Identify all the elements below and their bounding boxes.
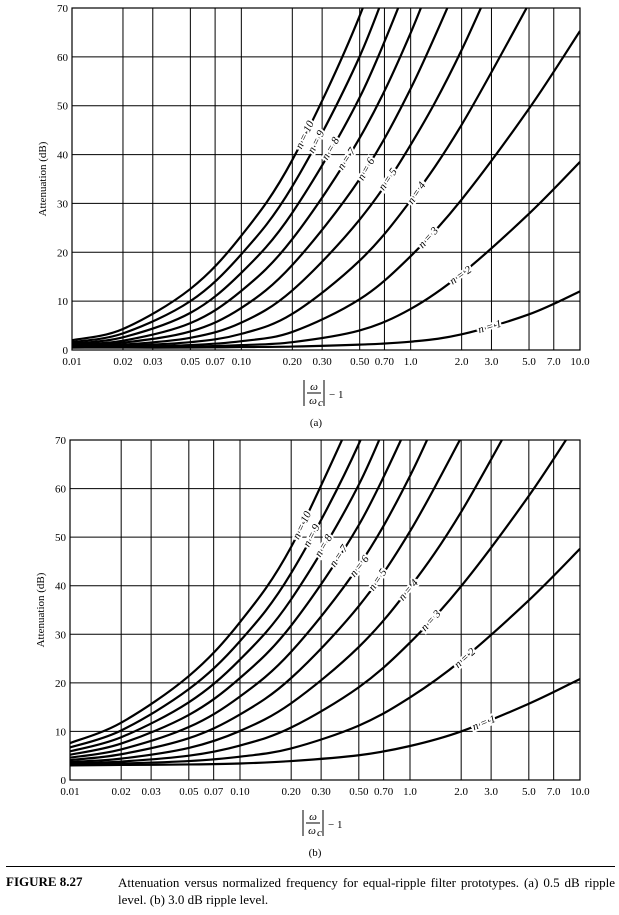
curve — [70, 677, 580, 767]
curve — [70, 440, 568, 765]
x-tick-label: 0.07 — [204, 786, 224, 798]
y-tick-label: 10 — [55, 726, 67, 738]
y-axis-label: Attenuation (dB) — [37, 141, 49, 216]
curves — [70, 440, 580, 767]
curve — [70, 440, 462, 762]
x-tick-label: 0.70 — [374, 786, 394, 798]
caption-rule — [6, 866, 615, 867]
x-tick-label: 7.0 — [547, 786, 561, 798]
curve — [72, 30, 580, 349]
x-tick-label: 2.0 — [454, 786, 468, 798]
curve-labels: n = 1n = 2n = 3n = 4n = 5n = 6n = 7n = 8… — [289, 507, 500, 735]
curve — [72, 8, 483, 348]
x-label-denominator: ω — [309, 395, 317, 407]
curve-label: n = 7 — [327, 542, 351, 569]
x-tick-label: 0.02 — [112, 786, 131, 798]
curve — [70, 440, 362, 749]
x-tick-label: 3.0 — [485, 356, 499, 368]
y-tick-label: 70 — [55, 435, 67, 447]
y-tick-label: 0 — [61, 775, 67, 787]
curve — [72, 161, 580, 349]
y-tick-label: 20 — [57, 247, 69, 259]
curve-label: n = 4 — [396, 577, 421, 603]
curve — [70, 440, 381, 753]
x-tick-label: 3.0 — [484, 786, 498, 798]
x-tick-label: 10.0 — [570, 786, 590, 798]
panel-label: (a) — [310, 417, 323, 429]
x-label-numerator: ω — [310, 381, 318, 393]
curve — [72, 8, 449, 347]
x-tick-label: 0.50 — [350, 356, 370, 368]
x-tick-label: 2.0 — [455, 356, 469, 368]
caption-text: Attenuation versus normalized frequency … — [118, 875, 615, 907]
panel-label: (b) — [309, 847, 322, 859]
y-tick-label: 30 — [57, 198, 69, 210]
x-tick-label: 0.07 — [205, 356, 225, 368]
x-label-subscript: c — [318, 397, 323, 409]
y-tick-label: 60 — [55, 484, 67, 496]
x-tick-label: 0.03 — [141, 786, 161, 798]
x-tick-label: 0.20 — [283, 356, 303, 368]
y-tick-label: 60 — [57, 52, 69, 64]
x-tick-label: 0.02 — [113, 356, 132, 368]
x-tick-label: 0.03 — [143, 356, 163, 368]
x-tick-label: 0.30 — [311, 786, 331, 798]
y-tick-label: 40 — [57, 150, 69, 162]
x-label-subscript: c — [317, 827, 322, 839]
curve-label: n = 5 — [376, 166, 400, 193]
curve — [70, 440, 344, 745]
x-tick-label: 1.0 — [404, 356, 418, 368]
curve-label: n = 1 — [471, 713, 498, 733]
x-tick-label: 0.30 — [313, 356, 333, 368]
y-tick-label: 70 — [57, 3, 69, 15]
x-tick-label: 0.10 — [230, 786, 250, 798]
curve — [72, 8, 364, 342]
x-tick-label: 1.0 — [403, 786, 417, 798]
x-tick-label: 7.0 — [547, 356, 561, 368]
x-label-suffix: − 1 — [329, 389, 343, 401]
x-tick-label: 0.20 — [282, 786, 302, 798]
y-axis-label: Attenuation (dB) — [35, 572, 47, 647]
y-tick-label: 40 — [55, 581, 67, 593]
plot-frame — [71, 7, 581, 351]
curve-label: n = 6 — [347, 553, 372, 580]
curve-label: n = 7 — [335, 145, 359, 172]
curve — [70, 440, 403, 756]
x-tick-label: 5.0 — [522, 356, 536, 368]
x-tick-label: 0.05 — [179, 786, 199, 798]
curve — [70, 440, 429, 759]
y-tick-label: 10 — [57, 296, 69, 308]
caption-label: FIGURE 8.27 — [6, 874, 83, 889]
x-tick-label: 10.0 — [570, 356, 590, 368]
curve — [72, 8, 381, 344]
x-tick-label: 0.70 — [375, 356, 395, 368]
y-tick-label: 20 — [55, 678, 67, 690]
x-tick-label: 0.01 — [62, 356, 81, 368]
curve — [72, 8, 423, 346]
curve-label: n = 4 — [405, 180, 429, 207]
x-tick-label: 0.10 — [232, 356, 252, 368]
charts: 0.01 0.02 0.03 0.05 0.07 0.10 0.20 0.30 0.50 0.70… — [35, 3, 590, 859]
x-tick-label: 0.50 — [349, 786, 369, 798]
curve-label: n = 1 — [477, 318, 503, 336]
x-tick-label: 5.0 — [522, 786, 536, 798]
curve — [72, 8, 528, 348]
y-tick-label: 0 — [63, 345, 69, 357]
curve — [70, 548, 580, 766]
x-label-numerator: ω — [309, 811, 317, 823]
curve — [70, 440, 504, 764]
curve-label: n = 6 — [355, 155, 377, 182]
curve — [72, 8, 400, 345]
curves — [72, 8, 580, 349]
y-tick-label: 50 — [57, 101, 69, 113]
plot-frame — [69, 439, 581, 781]
y-tick-label: 50 — [55, 532, 67, 544]
x-tick-label: 0.01 — [60, 786, 79, 798]
x-label-suffix: − 1 — [328, 819, 342, 831]
x-label-denominator: ω — [308, 825, 316, 837]
x-tick-label: 0.05 — [181, 356, 201, 368]
y-tick-label: 30 — [55, 629, 67, 641]
